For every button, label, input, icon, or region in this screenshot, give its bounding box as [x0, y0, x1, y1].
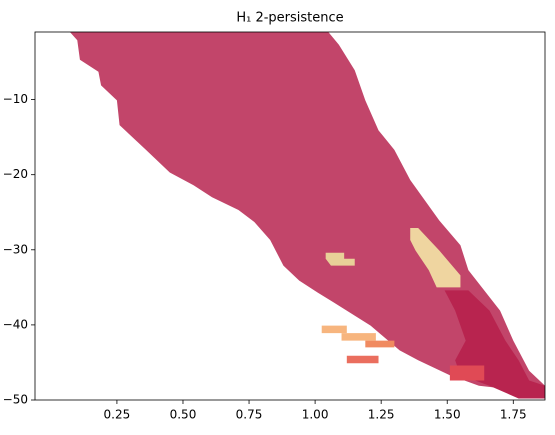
region — [69, 32, 545, 399]
y-tick-label: −30 — [3, 242, 28, 256]
y-tick-label: −20 — [3, 167, 28, 181]
x-tick-label: 0.75 — [236, 408, 263, 422]
region — [449, 365, 485, 381]
region — [321, 325, 347, 334]
region — [346, 355, 379, 364]
chart-title: H₁ 2-persistence — [236, 11, 343, 26]
region — [341, 333, 376, 341]
region — [410, 228, 461, 288]
y-tick-label: −40 — [3, 317, 28, 331]
x-tick-label: 0.25 — [104, 408, 131, 422]
plot-frame — [34, 31, 546, 401]
x-tick-label: 1.00 — [302, 408, 329, 422]
y-tick-label: −10 — [3, 92, 28, 106]
x-tick-label: 1.50 — [434, 408, 461, 422]
y-tick-label: −50 — [3, 393, 28, 407]
x-tick-label: 1.25 — [368, 408, 395, 422]
region — [325, 252, 355, 266]
x-tick-label: 0.50 — [170, 408, 197, 422]
x-tick-label: 1.75 — [500, 408, 527, 422]
region — [365, 340, 395, 348]
